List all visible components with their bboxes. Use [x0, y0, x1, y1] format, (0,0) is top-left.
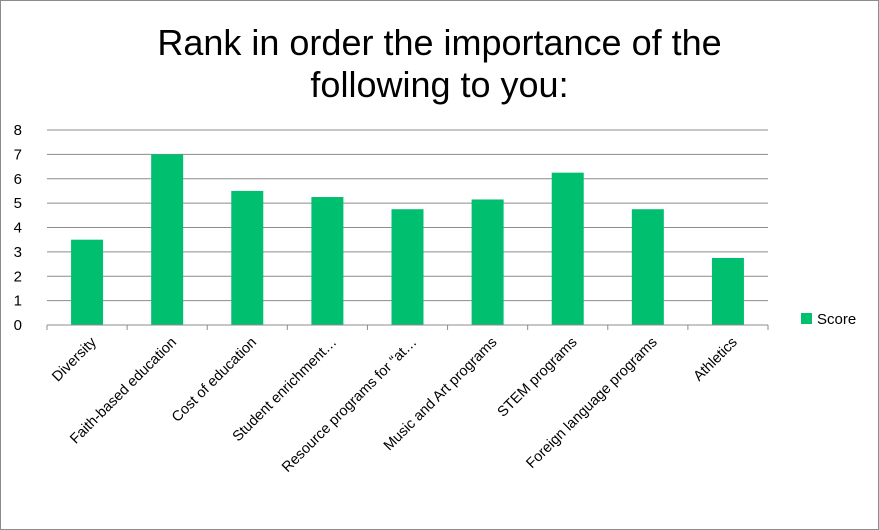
- y-tick-label: 4: [14, 220, 22, 237]
- bar: [472, 199, 504, 325]
- x-category-label: Diversity: [49, 334, 100, 385]
- bar: [231, 191, 263, 325]
- y-tick-label: 3: [14, 244, 22, 261]
- bar: [552, 173, 584, 325]
- legend-swatch-score: [801, 313, 812, 324]
- y-tick-label: 5: [14, 195, 22, 212]
- x-category-label: Athletics: [691, 335, 741, 385]
- y-tick-label: 1: [14, 293, 22, 310]
- bar: [712, 258, 744, 325]
- bar: [151, 154, 183, 325]
- y-tick-label: 2: [14, 268, 22, 285]
- y-tick-label: 8: [14, 122, 22, 139]
- y-tick-label: 7: [14, 146, 22, 163]
- x-category-label: Cost of education: [169, 335, 260, 426]
- bar: [71, 240, 103, 325]
- x-category-label: Resource programs for “at…: [279, 335, 420, 476]
- legend-label-score: Score: [817, 311, 856, 328]
- y-tick-label: 0: [14, 317, 22, 334]
- bar: [311, 197, 343, 325]
- bar: [632, 209, 664, 325]
- y-axis-tick-labels: 0 1 2 3 4 5 6 7 8: [14, 122, 22, 334]
- x-category-label: Foreign language programs: [523, 335, 660, 472]
- bars: [71, 154, 744, 325]
- legend: Score: [801, 311, 856, 328]
- y-tick-label: 6: [14, 171, 22, 188]
- x-category-label: STEM programs: [495, 335, 581, 421]
- bar: [392, 209, 424, 325]
- x-axis: [47, 325, 768, 330]
